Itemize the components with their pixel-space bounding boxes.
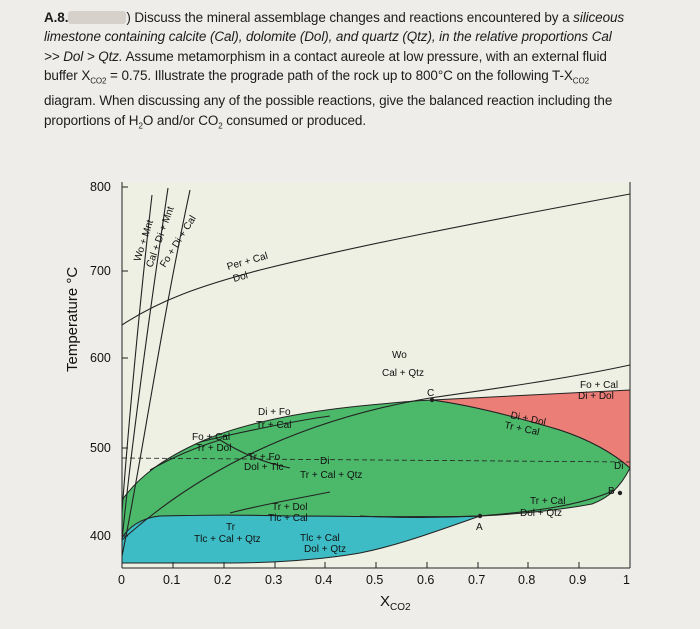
label-dol-qtz-low: Dol + Qtz bbox=[304, 544, 346, 555]
curve-fo-cal bbox=[149, 439, 221, 471]
label-dol-tlc: Dol + Tlc bbox=[244, 462, 284, 473]
red-field bbox=[431, 389, 631, 470]
question-line-6c: consumed or produced. bbox=[222, 112, 366, 128]
label-di-dol-right: Di + Dol bbox=[578, 391, 614, 402]
question-line-6b: O and/or CO bbox=[142, 112, 219, 128]
label-tr-dol: Tr + Dol bbox=[196, 443, 231, 454]
curve-di-fo bbox=[199, 415, 331, 443]
label-tr-dol-low: Tr + Dol bbox=[272, 502, 307, 513]
x-tick-0.3: 0.3 bbox=[265, 573, 282, 587]
xco2-subscript-2: CO2 bbox=[572, 76, 589, 86]
question-line-4: buffer X bbox=[44, 68, 91, 84]
h2o-subscript: 2 bbox=[138, 121, 143, 131]
point-c-marker bbox=[429, 397, 435, 403]
curve-tr-fo bbox=[219, 439, 291, 469]
question-text: A.8. ) Discuss the mineral assemblage cha… bbox=[44, 8, 644, 136]
y-tick-400: 400 bbox=[90, 529, 111, 543]
point-b-marker bbox=[617, 490, 623, 496]
label-fo-cal-right: Fo + Cal bbox=[580, 380, 618, 391]
point-a-marker bbox=[477, 513, 483, 519]
label-di-right: Di bbox=[614, 461, 623, 472]
question-number: A.8. bbox=[44, 10, 69, 25]
curve-wo bbox=[121, 364, 631, 541]
question-line-3b: Assume metamorphism in a contact aureole… bbox=[122, 48, 607, 64]
label-di-fo: Di + Fo bbox=[258, 407, 291, 418]
label-tlc-cal2: Tlc + Cal bbox=[300, 533, 340, 544]
label-tr-cal: Tr + Cal bbox=[256, 420, 291, 431]
curve-tr-dol bbox=[229, 491, 331, 514]
x-tick-1: 1 bbox=[623, 573, 630, 587]
y-axis-title: Temperature °C bbox=[64, 267, 81, 372]
question-lead: ) Discuss the mineral assemblage changes… bbox=[126, 10, 574, 25]
label-tr-fo: Tr + Fo bbox=[248, 452, 281, 463]
reaction-curves bbox=[121, 187, 631, 557]
curve-wo-mnt bbox=[121, 194, 153, 513]
label-tr-cal-qtz: Tr + Cal + Qtz bbox=[300, 470, 362, 481]
label-tr-cal-low: Tr + Cal bbox=[530, 496, 565, 507]
label-point-b: B bbox=[608, 486, 615, 497]
y-tick-700: 700 bbox=[90, 264, 111, 278]
label-wo: Wo bbox=[392, 350, 407, 361]
label-dol: Dol bbox=[232, 270, 249, 285]
label-dol-qtz-right: Dol + Qtz bbox=[520, 508, 562, 519]
y-ticks-marks bbox=[122, 186, 128, 537]
curve-per-cal bbox=[121, 193, 631, 326]
co2-subscript: 2 bbox=[218, 121, 223, 131]
label-point-c: C bbox=[427, 388, 434, 399]
x-tick-0.5: 0.5 bbox=[366, 573, 383, 587]
label-tlc-cal-qtz: Tlc + Cal + Qtz bbox=[194, 534, 261, 545]
x-tick-0.8: 0.8 bbox=[518, 573, 535, 587]
xco2-subscript: CO2 bbox=[90, 76, 107, 86]
label-tr-low: Tr bbox=[226, 522, 236, 533]
y-tick-500: 500 bbox=[90, 441, 111, 455]
label-tlc-cal: Tlc + Cal bbox=[268, 513, 308, 524]
x-tick-0: 0 bbox=[118, 573, 125, 587]
label-fo-cal-left: Fo + Cal bbox=[192, 432, 230, 443]
question-line-3a: >> Dol > Qtz. bbox=[44, 48, 123, 64]
italic-word: siliceous bbox=[573, 10, 625, 25]
question-line-6a: proportions of H bbox=[44, 112, 139, 128]
teal-field bbox=[121, 514, 481, 564]
question-line-2: limestone containing calcite (Cal), dolo… bbox=[44, 29, 612, 45]
x-tick-0.6: 0.6 bbox=[417, 573, 434, 587]
x-tick-0.7: 0.7 bbox=[468, 573, 485, 587]
x-axis-title: XCO2 bbox=[380, 593, 411, 613]
curve-cal-di-mnt bbox=[121, 187, 169, 541]
x-tick-0.4: 0.4 bbox=[315, 573, 332, 587]
x-ticks-marks bbox=[172, 562, 580, 568]
y-tick-600: 600 bbox=[90, 351, 111, 365]
label-point-a: A bbox=[476, 522, 483, 533]
x-tick-0.9: 0.9 bbox=[569, 573, 586, 587]
x-tick-0.2: 0.2 bbox=[214, 573, 231, 587]
label-cal-qtz: Cal + Qtz bbox=[382, 368, 424, 379]
redacted-points bbox=[68, 11, 127, 24]
curve-fo-di-cal bbox=[121, 189, 191, 557]
dashed-line bbox=[121, 457, 631, 463]
y-tick-800: 800 bbox=[90, 180, 111, 194]
x-tick-0.1: 0.1 bbox=[163, 573, 180, 587]
question-line-4b: = 0.75. Illustrate the prograde path of … bbox=[106, 68, 573, 84]
question-line-5: diagram. When discussing any of the poss… bbox=[44, 93, 613, 109]
label-di-mid: Di bbox=[320, 456, 329, 467]
